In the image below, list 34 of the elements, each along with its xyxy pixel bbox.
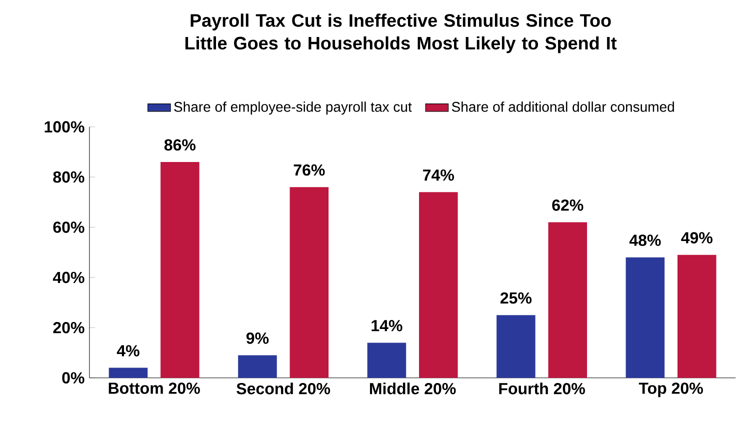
data-label: 62% [552, 199, 584, 211]
data-label: 48% [629, 234, 661, 246]
chart-title: Payroll Tax Cut is Ineffective Stimulus Since Too Little Goes to Households Most Likely to Spend It [185, 14, 617, 54]
data-label: 76% [294, 164, 325, 176]
y-tick-label: 0% [62, 372, 84, 384]
data-label: 86% [164, 139, 196, 150]
bar [238, 355, 277, 378]
bar [290, 186, 329, 378]
x-tick-label: Top 20% [638, 382, 703, 397]
data-label: 25% [500, 292, 532, 304]
y-tick-label: 100% [44, 121, 84, 132]
x-tick-label: Bottom 20% [108, 382, 200, 394]
bar [548, 222, 588, 378]
data-label: 14% [372, 320, 402, 332]
legend-label: Share of additional dollar consumed [452, 101, 674, 112]
bar [108, 368, 148, 378]
bar [367, 342, 406, 378]
y-tick-label: 40% [52, 272, 84, 283]
x-tick-label: Middle 20% [370, 382, 456, 394]
y-tick-label: 60% [53, 221, 84, 233]
data-label: 9% [246, 332, 269, 344]
bar [626, 257, 665, 378]
x-tick-label: Second 20% [236, 382, 330, 394]
y-tick-label: 20% [53, 322, 84, 334]
data-label: 49% [681, 232, 712, 244]
bar [496, 314, 536, 378]
bar [677, 254, 716, 378]
bar [160, 162, 200, 378]
legend-label: Share of employee-side payroll tax cut [174, 101, 412, 114]
data-label: 4% [116, 345, 140, 356]
y-tick-label: 80% [53, 171, 84, 183]
bar [419, 192, 458, 378]
x-tick-label: Fourth 20% [499, 382, 585, 394]
data-label: 74% [423, 169, 454, 181]
